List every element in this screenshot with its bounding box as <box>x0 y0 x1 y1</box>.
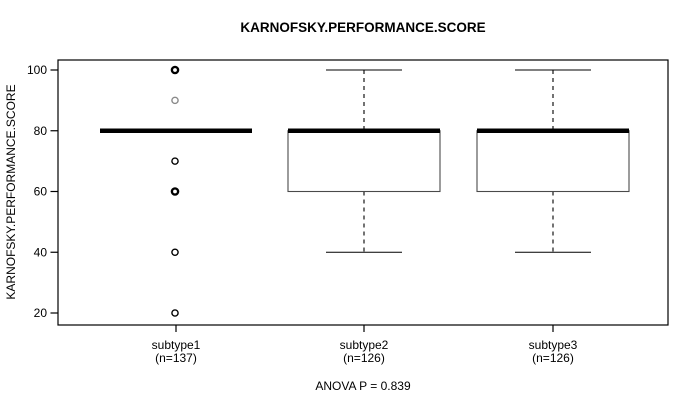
plot-frame <box>57 59 669 326</box>
group-count-label: (n=126) <box>532 351 574 365</box>
chart-title: KARNOFSKY.PERFORMANCE.SCORE <box>240 20 485 35</box>
box-iqr <box>287 130 441 193</box>
outlier-point <box>171 96 179 105</box>
y-axis-title: KARNOFSKY.PERFORMANCE.SCORE <box>4 84 18 299</box>
group-label: subtype1 <box>152 338 201 352</box>
y-tick-label: 100 <box>27 63 47 77</box>
box-iqr <box>476 130 630 193</box>
x-axis: subtype1(n=137)subtype2(n=126)subtype3(n… <box>152 325 578 365</box>
group-count-label: (n=137) <box>155 351 197 365</box>
outlier-point <box>171 309 179 317</box>
boxplot-group-subtype2 <box>287 69 441 253</box>
boxplot-group-subtype3 <box>476 69 630 253</box>
y-tick-label: 60 <box>34 185 48 199</box>
anova-p-label: ANOVA P = 0.839 <box>315 379 411 393</box>
group-count-label: (n=126) <box>343 351 385 365</box>
y-tick-label: 40 <box>34 245 48 259</box>
boxplot-series <box>100 65 630 317</box>
y-tick-label: 80 <box>34 124 48 138</box>
group-label: subtype2 <box>340 338 389 352</box>
y-axis: 100 80 60 40 20 <box>27 63 58 320</box>
outlier-point <box>170 187 180 196</box>
outlier-point <box>170 65 180 75</box>
outlier-point <box>171 157 179 165</box>
y-tick-label: 20 <box>34 306 48 320</box>
group-label: subtype3 <box>529 338 578 352</box>
boxplot-group-subtype1 <box>100 65 252 317</box>
outlier-point <box>171 248 179 257</box>
